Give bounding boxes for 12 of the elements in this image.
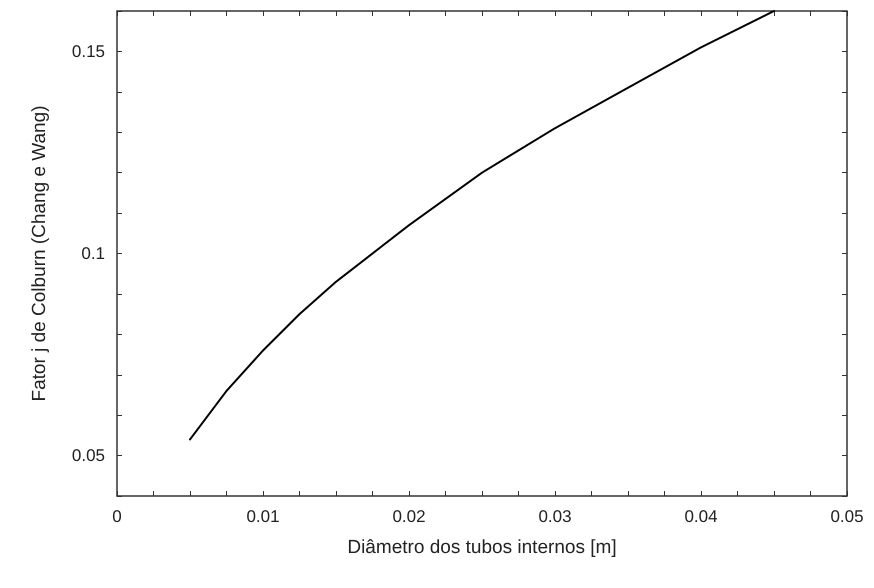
y-tick-label: 0.1 [81,244,105,263]
y-axis-title: Fator j de Colburn (Chang e Wang) [29,105,50,402]
x-tick-label: 0.01 [246,507,280,526]
line-series [189,10,775,440]
x-tick-label: 0.03 [538,507,572,526]
x-axis-title: Diâmetro dos tubos internos [m] [347,537,617,558]
x-tick-label: 0.05 [830,507,864,526]
x-tick-label: 0.04 [684,507,718,526]
x-tick-label: 0 [112,507,122,526]
y-tick-label: 0.15 [72,42,105,61]
y-tick-label: 0.05 [72,446,105,466]
x-tick-label: 0.02 [392,507,426,526]
